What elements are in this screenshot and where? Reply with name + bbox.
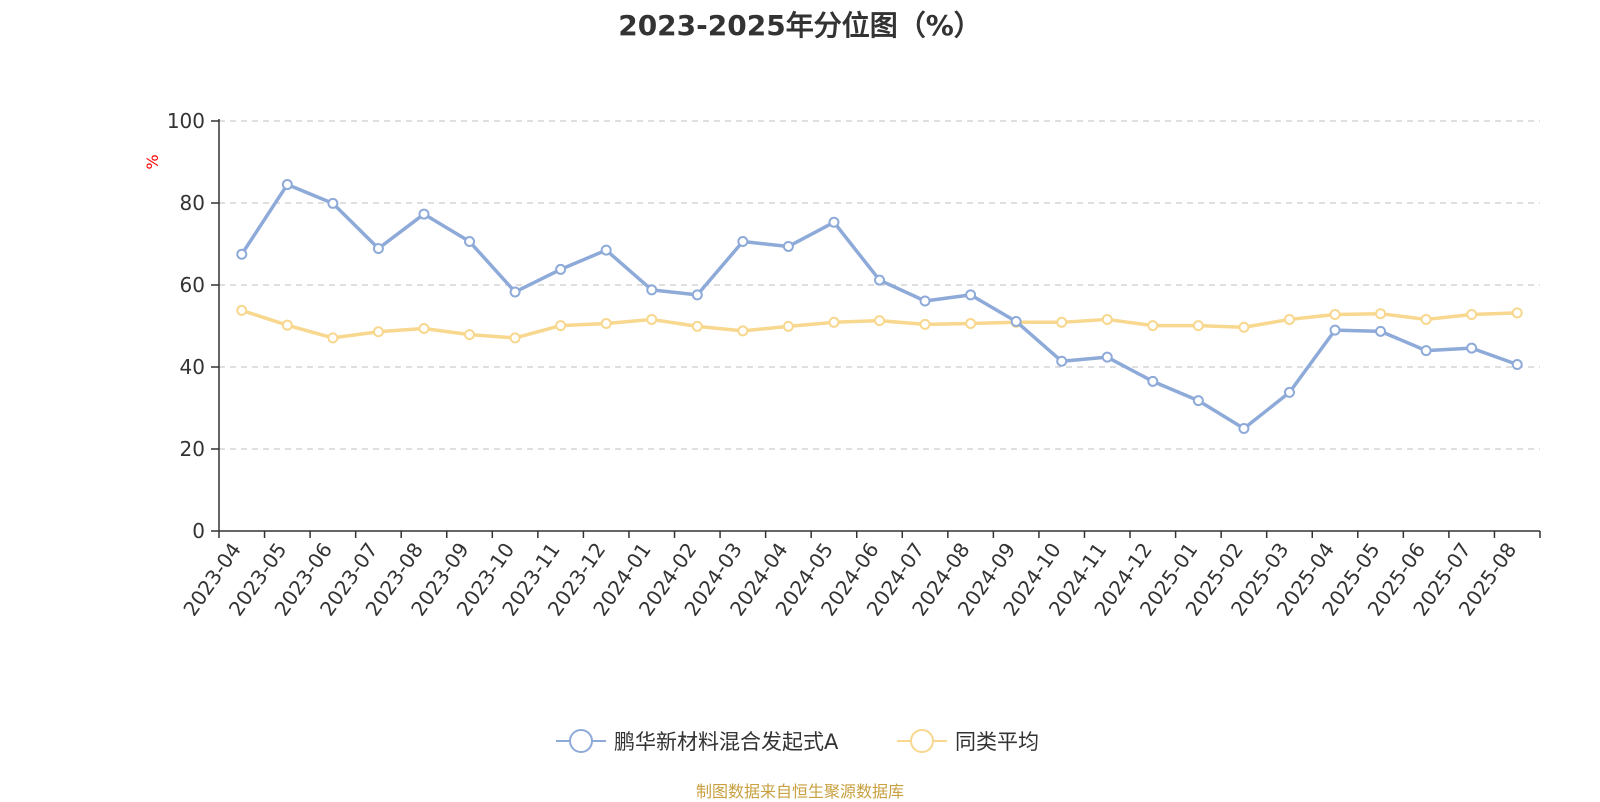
- data-point: [646, 284, 658, 296]
- axes: 0204060801002023-042023-052023-062023-07…: [167, 109, 1541, 620]
- data-point: [1466, 342, 1478, 354]
- data-point: [509, 332, 521, 344]
- data-point: [691, 289, 703, 301]
- y-tick-label: 100: [167, 109, 205, 133]
- data-point: [464, 329, 476, 341]
- data-point: [1010, 315, 1022, 327]
- data-point: [600, 318, 612, 330]
- data-point: [646, 313, 658, 325]
- legend-symbol-marker: [910, 729, 934, 753]
- series-lines: [236, 179, 1523, 434]
- y-axis-unit-label: %: [143, 154, 162, 169]
- data-point: [1420, 345, 1432, 357]
- data-point: [965, 289, 977, 301]
- data-point: [1283, 386, 1295, 398]
- data-point: [1147, 320, 1159, 332]
- data-point: [737, 236, 749, 248]
- data-point: [691, 320, 703, 332]
- data-point: [1192, 395, 1204, 407]
- data-point: [1329, 324, 1341, 336]
- data-point: [509, 286, 521, 298]
- source-note: 制图数据来自恒生聚源数据库: [695, 782, 904, 801]
- legend-symbol-marker: [569, 729, 593, 753]
- data-point: [828, 216, 840, 228]
- legend-label: 同类平均: [955, 730, 1039, 754]
- data-point: [555, 263, 567, 275]
- legend: 鹏华新材料混合发起式A 同类平均: [556, 729, 1039, 754]
- data-point: [1056, 316, 1068, 328]
- chart-title: 2023-2025年分位图（%）: [618, 9, 982, 42]
- data-point: [1101, 313, 1113, 325]
- y-tick-label: 0: [192, 519, 205, 543]
- y-tick-label: 60: [180, 273, 205, 297]
- series-line: [240, 182, 1518, 431]
- data-point: [828, 316, 840, 328]
- data-point: [372, 243, 384, 255]
- data-point: [327, 332, 339, 344]
- data-point: [327, 197, 339, 209]
- data-point: [919, 295, 931, 307]
- data-point: [1511, 359, 1523, 371]
- data-point: [418, 322, 430, 334]
- data-point: [1283, 313, 1295, 325]
- data-point: [1375, 308, 1387, 320]
- data-point: [1420, 313, 1432, 325]
- data-point: [1147, 375, 1159, 387]
- y-tick-label: 20: [180, 437, 205, 461]
- data-point: [418, 208, 430, 220]
- data-point: [600, 244, 612, 256]
- data-point: [737, 325, 749, 337]
- data-point: [919, 318, 931, 330]
- data-point: [236, 248, 248, 260]
- data-point: [555, 320, 567, 332]
- data-point: [782, 320, 794, 332]
- data-point: [782, 240, 794, 252]
- data-point: [281, 179, 293, 191]
- data-point: [874, 274, 885, 286]
- y-tick-label: 40: [180, 355, 205, 379]
- data-point: [965, 318, 977, 330]
- data-point: [281, 319, 293, 331]
- data-point: [1101, 351, 1113, 363]
- data-point: [1375, 325, 1387, 337]
- y-tick-label: 80: [180, 191, 205, 215]
- data-point: [1238, 321, 1250, 333]
- data-point: [1238, 423, 1250, 434]
- data-point: [1192, 320, 1204, 332]
- data-point: [464, 236, 476, 248]
- data-point: [1329, 309, 1341, 321]
- data-point: [1511, 307, 1523, 319]
- data-point: [1056, 355, 1068, 367]
- data-point: [236, 304, 248, 316]
- data-point: [372, 326, 384, 338]
- data-point: [1466, 309, 1478, 321]
- data-point: [874, 315, 885, 327]
- legend-label: 鹏华新材料混合发起式A: [614, 730, 839, 754]
